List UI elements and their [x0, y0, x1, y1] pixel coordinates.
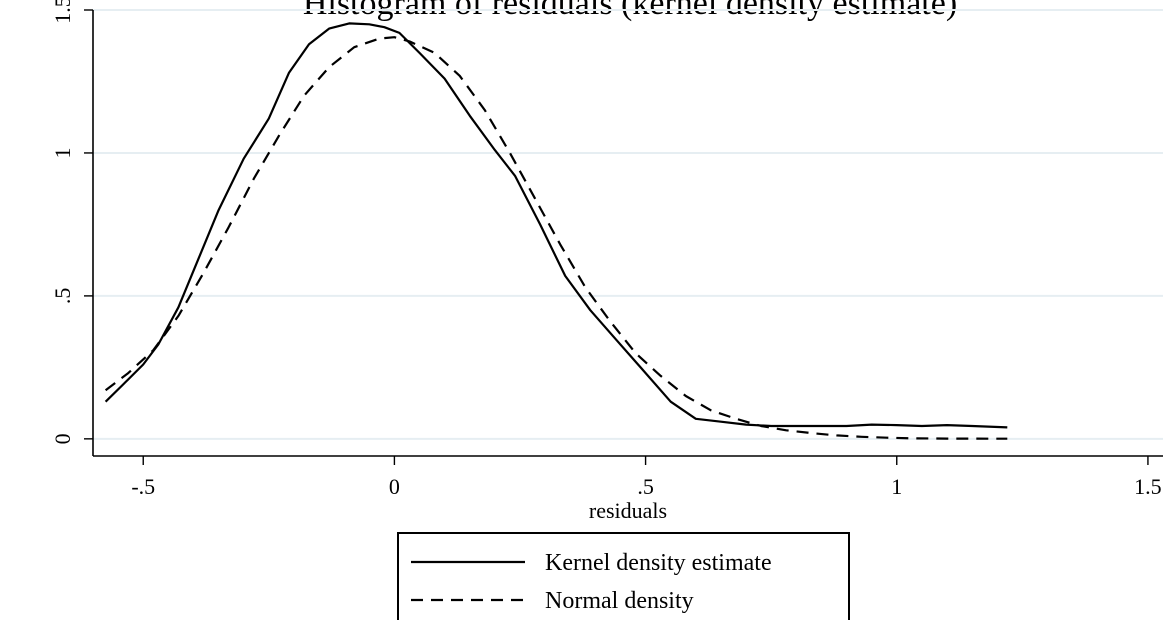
x-axis-title: residuals — [589, 498, 667, 523]
y-tick-label-3: 1.5 — [50, 0, 75, 24]
y-tick-label-2: 1 — [50, 147, 75, 158]
plot-area — [93, 9, 1163, 440]
legend-label-normal: Normal density — [545, 588, 694, 614]
y-tick-label-0: 0 — [50, 433, 75, 444]
legend: Kernel density estimate Normal density — [397, 532, 850, 620]
y-axis: 0 .5 1 1.5 — [50, 0, 94, 456]
gridlines — [93, 9, 1163, 440]
x-tick-label-2: .5 — [637, 474, 654, 499]
x-axis: -.5 0 .5 1 1.5 — [93, 455, 1163, 499]
x-tick-label-0: -.5 — [131, 474, 155, 499]
legend-box — [397, 532, 850, 620]
x-tick-label-3: 1 — [891, 474, 902, 499]
series-line-kernel-density — [104, 22, 1008, 429]
legend-label-kernel: Kernel density estimate — [545, 550, 772, 576]
x-tick-label-4: 1.5 — [1134, 474, 1162, 499]
x-tick-label-1: 0 — [389, 474, 400, 499]
series-layer — [104, 22, 1008, 440]
y-tick-label-1: .5 — [50, 288, 75, 305]
series-line-normal-density — [104, 36, 1008, 440]
